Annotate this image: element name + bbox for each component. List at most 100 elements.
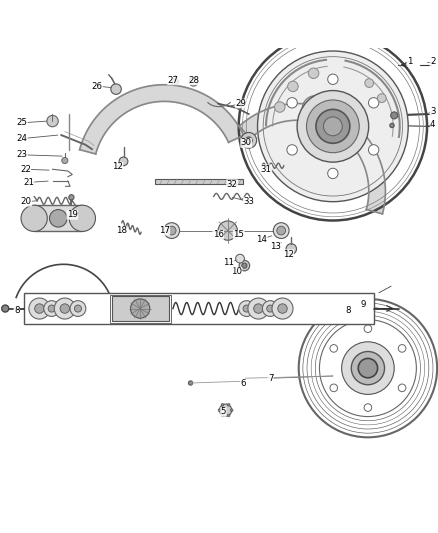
Bar [110,295,171,322]
Circle shape [288,81,298,92]
Circle shape [111,84,121,94]
Circle shape [378,94,386,102]
Circle shape [302,95,328,122]
Circle shape [328,168,338,179]
Text: 28: 28 [188,76,199,85]
Text: 26: 26 [92,82,103,91]
Text: 23: 23 [16,150,28,159]
Circle shape [358,358,378,378]
Circle shape [308,68,319,78]
Circle shape [60,304,70,313]
Circle shape [172,78,178,85]
Text: 20: 20 [21,197,32,206]
Text: 13: 13 [269,243,281,251]
Bar [24,293,374,324]
Circle shape [297,91,369,162]
Text: 16: 16 [212,230,224,239]
Circle shape [391,112,398,119]
Circle shape [189,77,198,86]
Circle shape [365,79,374,87]
Circle shape [241,133,257,148]
Circle shape [248,298,269,319]
Circle shape [277,226,286,235]
Circle shape [2,305,9,312]
Circle shape [254,304,263,313]
Circle shape [287,98,297,108]
Circle shape [221,414,224,417]
Text: 30: 30 [240,139,252,148]
Circle shape [239,301,254,317]
Bar [112,296,169,321]
Text: 24: 24 [16,134,28,143]
Circle shape [69,195,74,200]
Circle shape [351,351,385,385]
Circle shape [48,305,55,312]
Circle shape [239,260,250,271]
Text: 5: 5 [221,407,226,416]
Circle shape [164,223,180,238]
Circle shape [44,301,60,317]
Text: 12: 12 [283,250,294,259]
Circle shape [188,381,193,385]
Circle shape [221,403,224,406]
Text: 6: 6 [240,379,246,389]
Bar [34,205,82,231]
Circle shape [273,223,289,238]
Text: 10: 10 [231,267,242,276]
Text: 22: 22 [20,165,31,174]
Circle shape [49,209,67,227]
Circle shape [131,299,150,318]
Circle shape [29,298,50,319]
Text: 3: 3 [430,107,435,116]
Text: 8: 8 [14,306,19,315]
Circle shape [364,404,372,411]
Text: 15: 15 [233,230,244,239]
Circle shape [167,226,176,235]
Circle shape [258,51,408,201]
Text: 33: 33 [243,197,254,206]
Circle shape [242,263,247,268]
Circle shape [227,403,230,406]
Circle shape [398,384,406,392]
Text: 2: 2 [430,57,435,66]
Circle shape [398,345,406,352]
Circle shape [70,301,86,317]
Circle shape [219,404,232,416]
Polygon shape [239,103,385,214]
Circle shape [272,298,293,319]
Circle shape [330,345,338,352]
Text: 27: 27 [167,76,179,85]
Circle shape [245,137,252,144]
Text: 31: 31 [261,165,272,174]
Circle shape [262,301,278,317]
Circle shape [278,304,287,313]
Circle shape [47,115,58,127]
Circle shape [69,205,95,231]
Text: 8: 8 [346,306,351,315]
Circle shape [62,157,68,164]
Text: 9: 9 [361,300,366,309]
Text: 25: 25 [16,118,28,127]
Text: 18: 18 [116,226,127,235]
Text: 4: 4 [430,119,435,128]
Circle shape [287,144,297,155]
Text: 17: 17 [159,226,170,235]
Circle shape [323,117,343,136]
Circle shape [21,205,47,231]
Text: 14: 14 [256,235,268,244]
Circle shape [316,109,350,143]
Circle shape [218,409,221,411]
Circle shape [267,305,274,312]
Circle shape [364,325,372,333]
Circle shape [236,254,244,263]
Circle shape [119,157,128,166]
Circle shape [227,414,230,417]
Circle shape [368,144,379,155]
Circle shape [330,384,338,392]
Circle shape [243,305,250,312]
Circle shape [35,304,44,313]
Text: 1: 1 [407,57,412,66]
Circle shape [390,123,394,128]
Circle shape [218,221,237,240]
Circle shape [342,342,394,394]
